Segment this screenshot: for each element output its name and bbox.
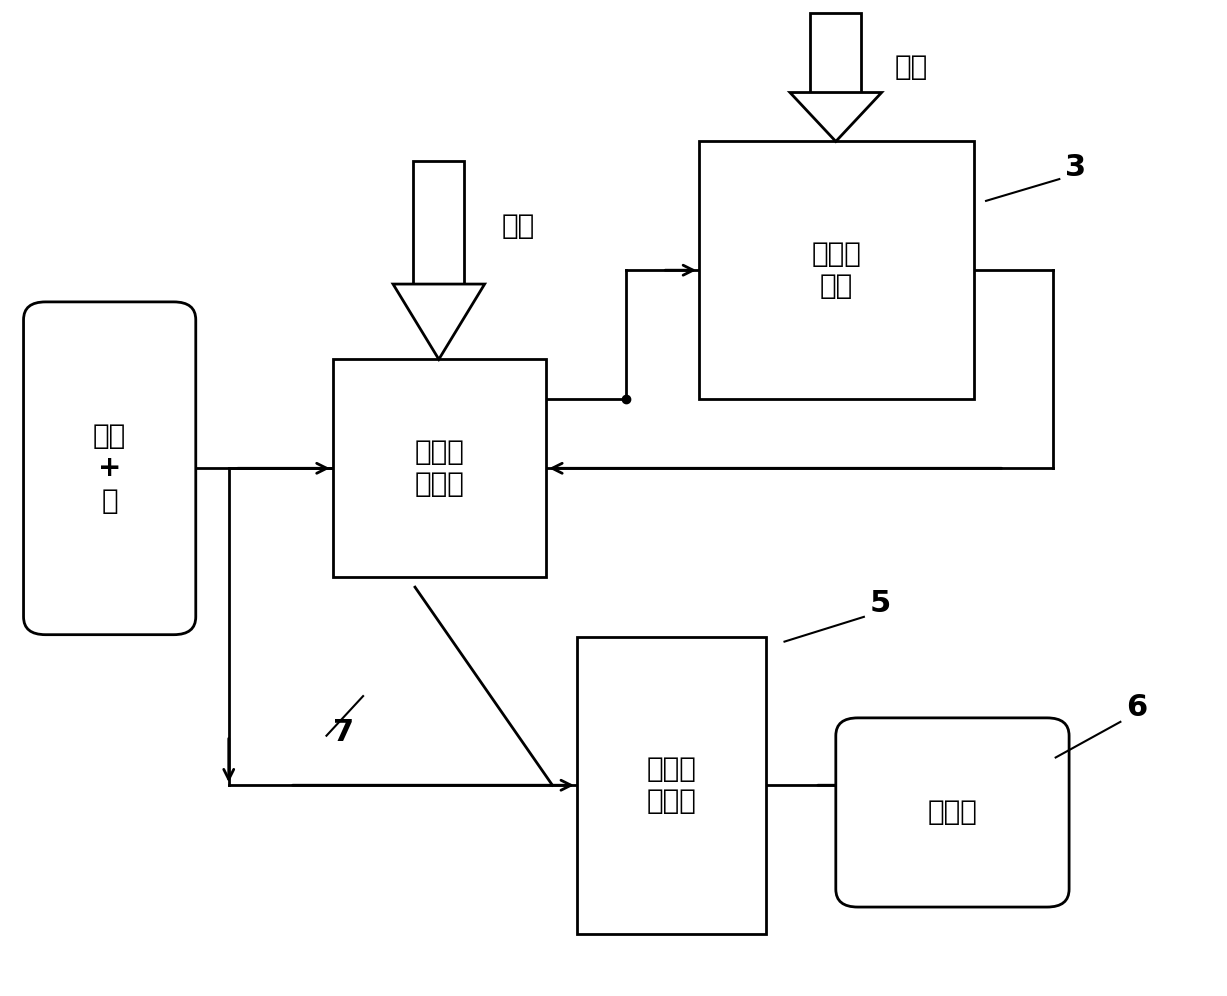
FancyBboxPatch shape — [836, 718, 1069, 907]
Bar — [333, 360, 546, 578]
Text: 储氢罐: 储氢罐 — [928, 799, 978, 827]
Text: 热量: 热量 — [894, 53, 928, 81]
Bar — [810, 13, 861, 93]
Text: 6: 6 — [1126, 693, 1147, 722]
Bar — [699, 141, 974, 399]
Bar — [577, 636, 766, 934]
Text: 低温热
交换器: 低温热 交换器 — [415, 438, 464, 498]
Polygon shape — [393, 284, 485, 360]
Text: 3: 3 — [1065, 153, 1087, 182]
Text: 甲醇
+
水: 甲醇 + 水 — [93, 422, 126, 515]
Text: 5: 5 — [870, 589, 891, 618]
Text: 热化学
反应: 热化学 反应 — [811, 240, 861, 301]
Bar — [413, 161, 465, 284]
Text: 7: 7 — [333, 718, 353, 747]
Text: 气体分
离装置: 气体分 离装置 — [647, 755, 697, 816]
Text: 热量: 热量 — [501, 211, 535, 240]
Polygon shape — [790, 93, 882, 141]
FancyBboxPatch shape — [23, 302, 196, 634]
